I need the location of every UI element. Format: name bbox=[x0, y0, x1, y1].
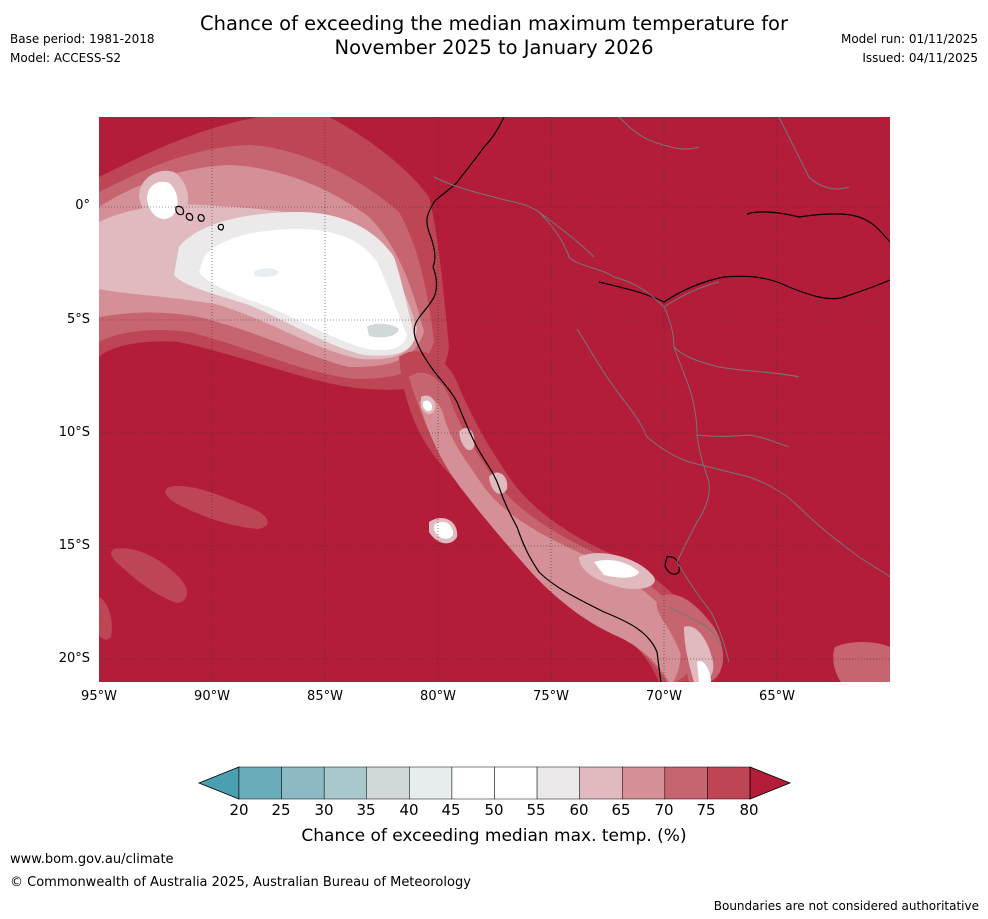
title-line-2: November 2025 to January 2026 bbox=[334, 36, 654, 59]
forecast-map bbox=[99, 117, 890, 682]
contour-55-coast-c bbox=[594, 560, 639, 578]
colorbar-label: Chance of exceeding median max. temp. (%… bbox=[301, 826, 687, 846]
lat-label-5s: 5°S bbox=[66, 312, 90, 327]
base-period: Base period: 1981-2018 bbox=[10, 32, 155, 46]
lat-label-20s: 20°S bbox=[58, 651, 90, 666]
colorbar-tick-35: 35 bbox=[356, 801, 376, 819]
contour-50-south bbox=[697, 661, 711, 682]
colorbar bbox=[197, 766, 792, 800]
colorbar-tick-75: 75 bbox=[696, 801, 716, 819]
colorbar-segment bbox=[323, 766, 368, 800]
colorbar-segment bbox=[536, 766, 580, 800]
lake-titicaca bbox=[664, 556, 680, 575]
colorbar-tick-40: 40 bbox=[399, 801, 419, 819]
colorbar-tick-20: 20 bbox=[229, 801, 249, 819]
colorbar-segment bbox=[409, 766, 453, 800]
title-line-1: Chance of exceeding the median maximum t… bbox=[199, 12, 789, 35]
lon-label-70w: 70°W bbox=[646, 689, 682, 704]
lon-label-85w: 85°W bbox=[307, 689, 343, 704]
contour-65-coast bbox=[419, 397, 681, 682]
contour-70-southeast bbox=[833, 642, 890, 682]
lat-label-0: 0° bbox=[75, 198, 90, 213]
map-svg bbox=[99, 117, 890, 682]
copyright-notice: © Commonwealth of Australia 2025, Austra… bbox=[10, 875, 471, 890]
boundaries-disclaimer: Boundaries are not considered authoritat… bbox=[713, 899, 979, 913]
colorbar-segment bbox=[366, 766, 410, 800]
model-run: Model run: 01/11/2025 bbox=[840, 32, 978, 46]
colorbar-tick-25: 25 bbox=[271, 801, 291, 819]
contour-75-patch-a bbox=[165, 485, 268, 529]
contour-40-spot-b bbox=[367, 323, 399, 338]
colorbar-tick-50: 50 bbox=[484, 801, 504, 819]
colorbar-segment bbox=[451, 766, 495, 800]
colorbar-over-arrow bbox=[749, 766, 792, 800]
map-gridlines bbox=[99, 117, 890, 682]
contour-55-coast-a bbox=[423, 400, 433, 412]
colorbar-segment bbox=[281, 766, 325, 800]
contour-75-patch-c bbox=[99, 597, 112, 640]
contour-40-spot-a bbox=[254, 268, 279, 277]
colorbar-tick-80: 80 bbox=[739, 801, 759, 819]
model-name: Model: ACCESS-S2 bbox=[10, 51, 122, 65]
colorbar-tick-45: 45 bbox=[441, 801, 461, 819]
colorbar-tick-70: 70 bbox=[654, 801, 674, 819]
amazon-river bbox=[598, 275, 890, 303]
contour-50-galapagos bbox=[147, 181, 178, 219]
lat-label-15s: 15°S bbox=[58, 538, 90, 553]
caribbean-coastline bbox=[746, 211, 890, 243]
colorbar-segment bbox=[707, 766, 751, 800]
meta-left: Base period: 1981-2018 Model: ACCESS-S2 bbox=[10, 30, 155, 68]
colorbar-segments bbox=[238, 766, 751, 800]
issued-date: Issued: 04/11/2025 bbox=[862, 51, 978, 65]
colorbar-segment bbox=[622, 766, 666, 800]
lat-label-10s: 10°S bbox=[58, 425, 90, 440]
meta-right: Model run: 01/11/2025 Issued: 04/11/2025 bbox=[841, 30, 978, 68]
colorbar-tick-55: 55 bbox=[526, 801, 546, 819]
chart-title: Chance of exceeding the median maximum t… bbox=[0, 12, 988, 60]
south-america-coastline bbox=[413, 117, 662, 682]
contour-75-patch-b bbox=[111, 548, 188, 603]
colorbar-segment bbox=[664, 766, 708, 800]
colorbar-segment bbox=[238, 766, 282, 800]
lon-label-75w: 75°W bbox=[533, 689, 569, 704]
colorbar-tick-65: 65 bbox=[611, 801, 631, 819]
lon-label-80w: 80°W bbox=[420, 689, 456, 704]
lon-label-95w: 95°W bbox=[81, 689, 117, 704]
country-borders bbox=[433, 117, 890, 663]
colorbar-segment bbox=[494, 766, 538, 800]
colorbar-segment bbox=[579, 766, 623, 800]
bom-url[interactable]: www.bom.gov.au/climate bbox=[10, 852, 174, 867]
colorbar-under-arrow bbox=[197, 766, 240, 800]
lon-label-90w: 90°W bbox=[194, 689, 230, 704]
lon-label-65w: 65°W bbox=[759, 689, 795, 704]
colorbar-tick-60: 60 bbox=[569, 801, 589, 819]
contour-55-coast-b bbox=[434, 521, 454, 539]
colorbar-tick-30: 30 bbox=[314, 801, 334, 819]
galapagos-islands bbox=[175, 205, 225, 231]
